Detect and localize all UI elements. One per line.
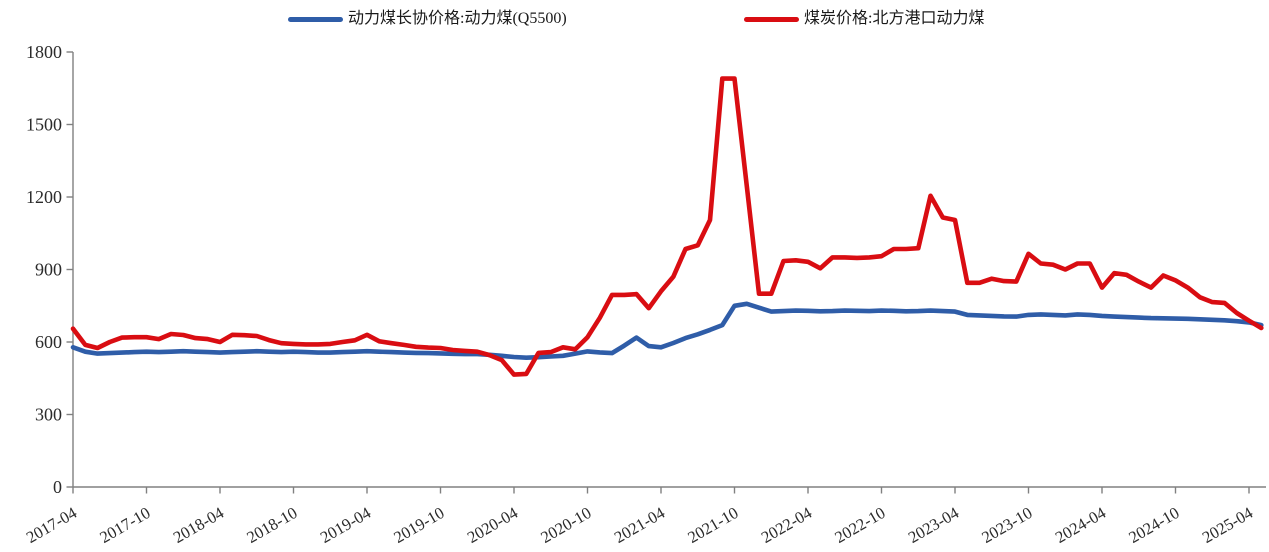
x-axis-tick-label: 2024-10 xyxy=(1125,503,1182,547)
y-axis-tick-label: 600 xyxy=(35,332,62,352)
x-axis-tick-label: 2024-04 xyxy=(1052,503,1109,547)
x-axis-tick-label: 2022-04 xyxy=(758,503,815,547)
x-axis-tick-label: 2021-04 xyxy=(611,503,668,547)
y-axis-tick-label: 1500 xyxy=(26,115,62,135)
x-axis-tick-label: 2018-10 xyxy=(243,503,300,547)
y-axis-tick-label: 300 xyxy=(35,405,62,425)
x-axis-tick-label: 2020-04 xyxy=(464,503,521,547)
x-axis-tick-label: 2023-04 xyxy=(905,503,962,547)
x-axis-tick-label: 2020-10 xyxy=(537,503,594,547)
x-axis-tick-label: 2017-04 xyxy=(23,503,80,547)
series-line-spot-north-port xyxy=(70,76,1264,377)
x-axis-tick-label: 2022-10 xyxy=(831,503,888,547)
y-axis-tick-label: 900 xyxy=(35,260,62,280)
x-axis-tick-label: 2021-10 xyxy=(684,503,741,547)
x-axis-tick-label: 2023-10 xyxy=(978,503,1035,547)
x-axis-tick-label: 2019-10 xyxy=(390,503,447,547)
y-axis-tick-label: 1200 xyxy=(26,187,62,207)
y-axis-tick-label: 0 xyxy=(53,477,62,497)
y-axis-tick-label: 1800 xyxy=(26,42,62,62)
x-axis-tick-label: 2018-04 xyxy=(170,503,227,547)
x-axis-tick-label: 2017-10 xyxy=(96,503,153,547)
x-axis-tick-label: 2025-04 xyxy=(1199,503,1256,547)
series-line-long-term-contract xyxy=(70,301,1264,361)
x-axis-tick-label: 2019-04 xyxy=(317,503,374,547)
